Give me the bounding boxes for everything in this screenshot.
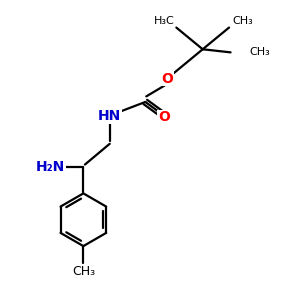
- Text: O: O: [161, 72, 173, 86]
- Text: CH₃: CH₃: [249, 47, 270, 57]
- Text: O: O: [158, 110, 170, 124]
- Text: H₂N: H₂N: [36, 160, 65, 174]
- Text: CH₃: CH₃: [232, 16, 254, 26]
- Text: HN: HN: [98, 109, 121, 123]
- Text: CH₃: CH₃: [72, 265, 95, 278]
- Text: H₃C: H₃C: [154, 16, 174, 26]
